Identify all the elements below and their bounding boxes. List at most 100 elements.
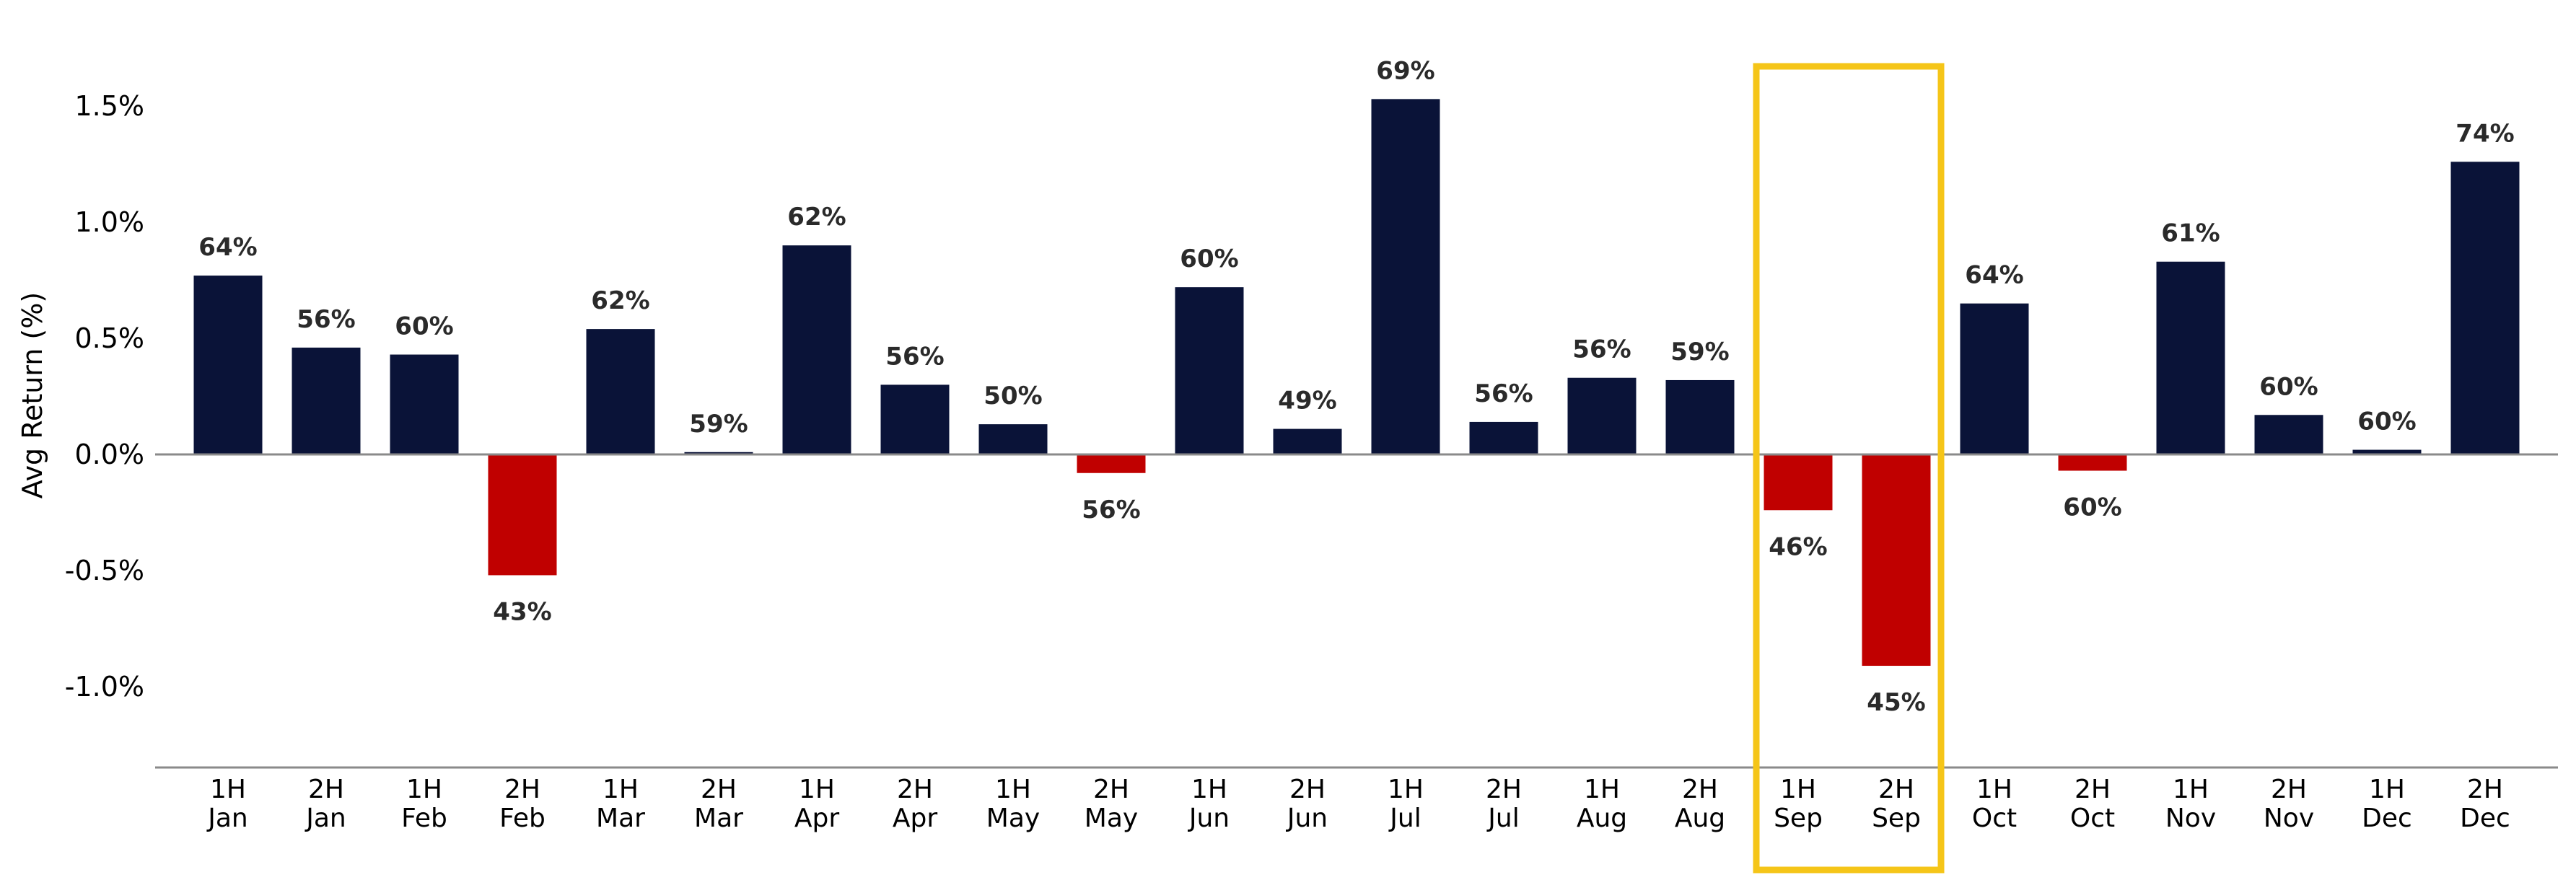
data-label: 60% <box>2259 372 2318 401</box>
x-tick-label: Mar <box>596 804 645 833</box>
bar <box>586 329 655 454</box>
data-label: 64% <box>1965 261 2023 290</box>
bar <box>1960 303 2029 454</box>
data-label: 59% <box>689 410 748 439</box>
x-tick-label: 2H <box>504 775 540 804</box>
x-tick-label: Feb <box>499 804 546 833</box>
x-tick-label: Sep <box>1872 804 1921 833</box>
y-tick-label: 1.5% <box>74 90 144 122</box>
bar <box>1567 377 1637 454</box>
data-label: 59% <box>1670 338 1729 366</box>
x-tick-label: 1H <box>2173 775 2209 804</box>
x-tick-label: 1H <box>1191 775 1227 804</box>
data-label: 60% <box>2357 408 2416 436</box>
x-tick-label: Feb <box>401 804 447 833</box>
x-tick-label: 2H <box>897 775 933 804</box>
x-tick-label: Oct <box>2070 804 2115 833</box>
y-axis-label: Avg Return (%) <box>17 292 48 498</box>
bar <box>193 276 263 454</box>
x-tick-label: 1H <box>1388 775 1424 804</box>
data-label: 60% <box>1180 245 1238 273</box>
data-label: 50% <box>983 382 1042 410</box>
bar <box>292 347 361 454</box>
x-tick-label: 1H <box>995 775 1031 804</box>
x-tick-label: 2H <box>2271 775 2307 804</box>
x-tick-label: 1H <box>603 775 639 804</box>
data-label: 56% <box>1474 379 1533 408</box>
x-tick-label: 2H <box>1289 775 1326 804</box>
x-tick-label: Dec <box>2362 804 2412 833</box>
x-tick-label: Aug <box>1577 804 1627 833</box>
y-tick-label: -1.0% <box>65 671 144 703</box>
data-label: 69% <box>1376 56 1434 85</box>
x-tick-label: Nov <box>2165 804 2216 833</box>
bar <box>1469 421 1538 454</box>
x-tick-label: 1H <box>799 775 835 804</box>
x-tick-label: 2H <box>1093 775 1129 804</box>
x-tick-label: May <box>986 804 1040 833</box>
data-labels: 64% 56% 60% 43% 62% 59% 62% 56% 50% 56% 60% 49% 69% 5… <box>198 56 2514 717</box>
bar <box>2058 454 2127 471</box>
x-tick-label: Jul <box>1486 804 1519 833</box>
x-tick-label: Apr <box>794 804 839 833</box>
data-label: 49% <box>1278 387 1336 415</box>
y-axis-ticks: -1.0% -0.5% 0.0% 0.5% 1.0% 1.5% <box>65 90 144 703</box>
x-tick-label: 2H <box>701 775 737 804</box>
bar <box>390 354 459 454</box>
data-label: 46% <box>1769 532 1827 561</box>
data-label: 56% <box>1572 335 1631 364</box>
bar <box>1371 99 1440 454</box>
x-tick-label: Jun <box>1188 804 1230 833</box>
y-tick-label: -0.5% <box>65 555 144 586</box>
bar <box>2352 449 2422 454</box>
data-label: 74% <box>2455 119 2514 148</box>
x-tick-label: Apr <box>893 804 937 833</box>
highlight-box <box>1753 63 1945 874</box>
data-label: 60% <box>395 312 453 341</box>
bar <box>1764 454 1833 511</box>
x-tick-label: 2H <box>1878 775 1914 804</box>
x-tick-label: Jul <box>1388 804 1421 833</box>
x-tick-label: 1H <box>2369 775 2405 804</box>
x-tick-label: Sep <box>1774 804 1823 833</box>
x-tick-label: Nov <box>2264 804 2314 833</box>
x-tick-label: 1H <box>1584 775 1620 804</box>
bar <box>1077 454 1146 473</box>
x-tick-label: 2H <box>1486 775 1522 804</box>
data-label: 56% <box>297 305 355 334</box>
x-tick-label: Jan <box>305 804 346 833</box>
x-axis-ticks: 1HJan2HJan1HFeb2HFeb1HMar2HMar1HApr2HApr… <box>206 775 2510 833</box>
bar <box>2254 415 2323 454</box>
data-label: 43% <box>493 597 551 626</box>
bar <box>488 454 557 576</box>
bar <box>684 452 753 454</box>
bar <box>782 245 851 454</box>
y-tick-label: 0.0% <box>74 439 144 470</box>
y-tick-label: 1.0% <box>74 206 144 238</box>
x-tick-label: 2H <box>2467 775 2503 804</box>
x-tick-label: 2H <box>2075 775 2111 804</box>
data-label: 61% <box>2161 219 2220 248</box>
data-label: 62% <box>787 203 846 232</box>
bar <box>1862 454 1931 667</box>
x-tick-label: 2H <box>308 775 344 804</box>
data-label: 56% <box>1082 496 1140 524</box>
data-label: 56% <box>885 342 944 371</box>
x-tick-label: Dec <box>2460 804 2510 833</box>
x-tick-label: 1H <box>210 775 246 804</box>
x-tick-label: Jun <box>1286 804 1328 833</box>
data-label: 45% <box>1867 688 1925 717</box>
x-tick-label: 1H <box>1976 775 2012 804</box>
bar <box>1273 428 1342 454</box>
bar <box>880 384 950 454</box>
bar <box>1665 379 1735 454</box>
data-label: 64% <box>198 233 257 262</box>
data-label: 62% <box>591 286 649 315</box>
data-label: 60% <box>2063 493 2121 522</box>
bar <box>978 424 1048 454</box>
bar <box>2450 162 2520 454</box>
bar <box>1175 287 1244 454</box>
x-tick-label: 2H <box>1682 775 1718 804</box>
x-tick-label: Aug <box>1675 804 1725 833</box>
